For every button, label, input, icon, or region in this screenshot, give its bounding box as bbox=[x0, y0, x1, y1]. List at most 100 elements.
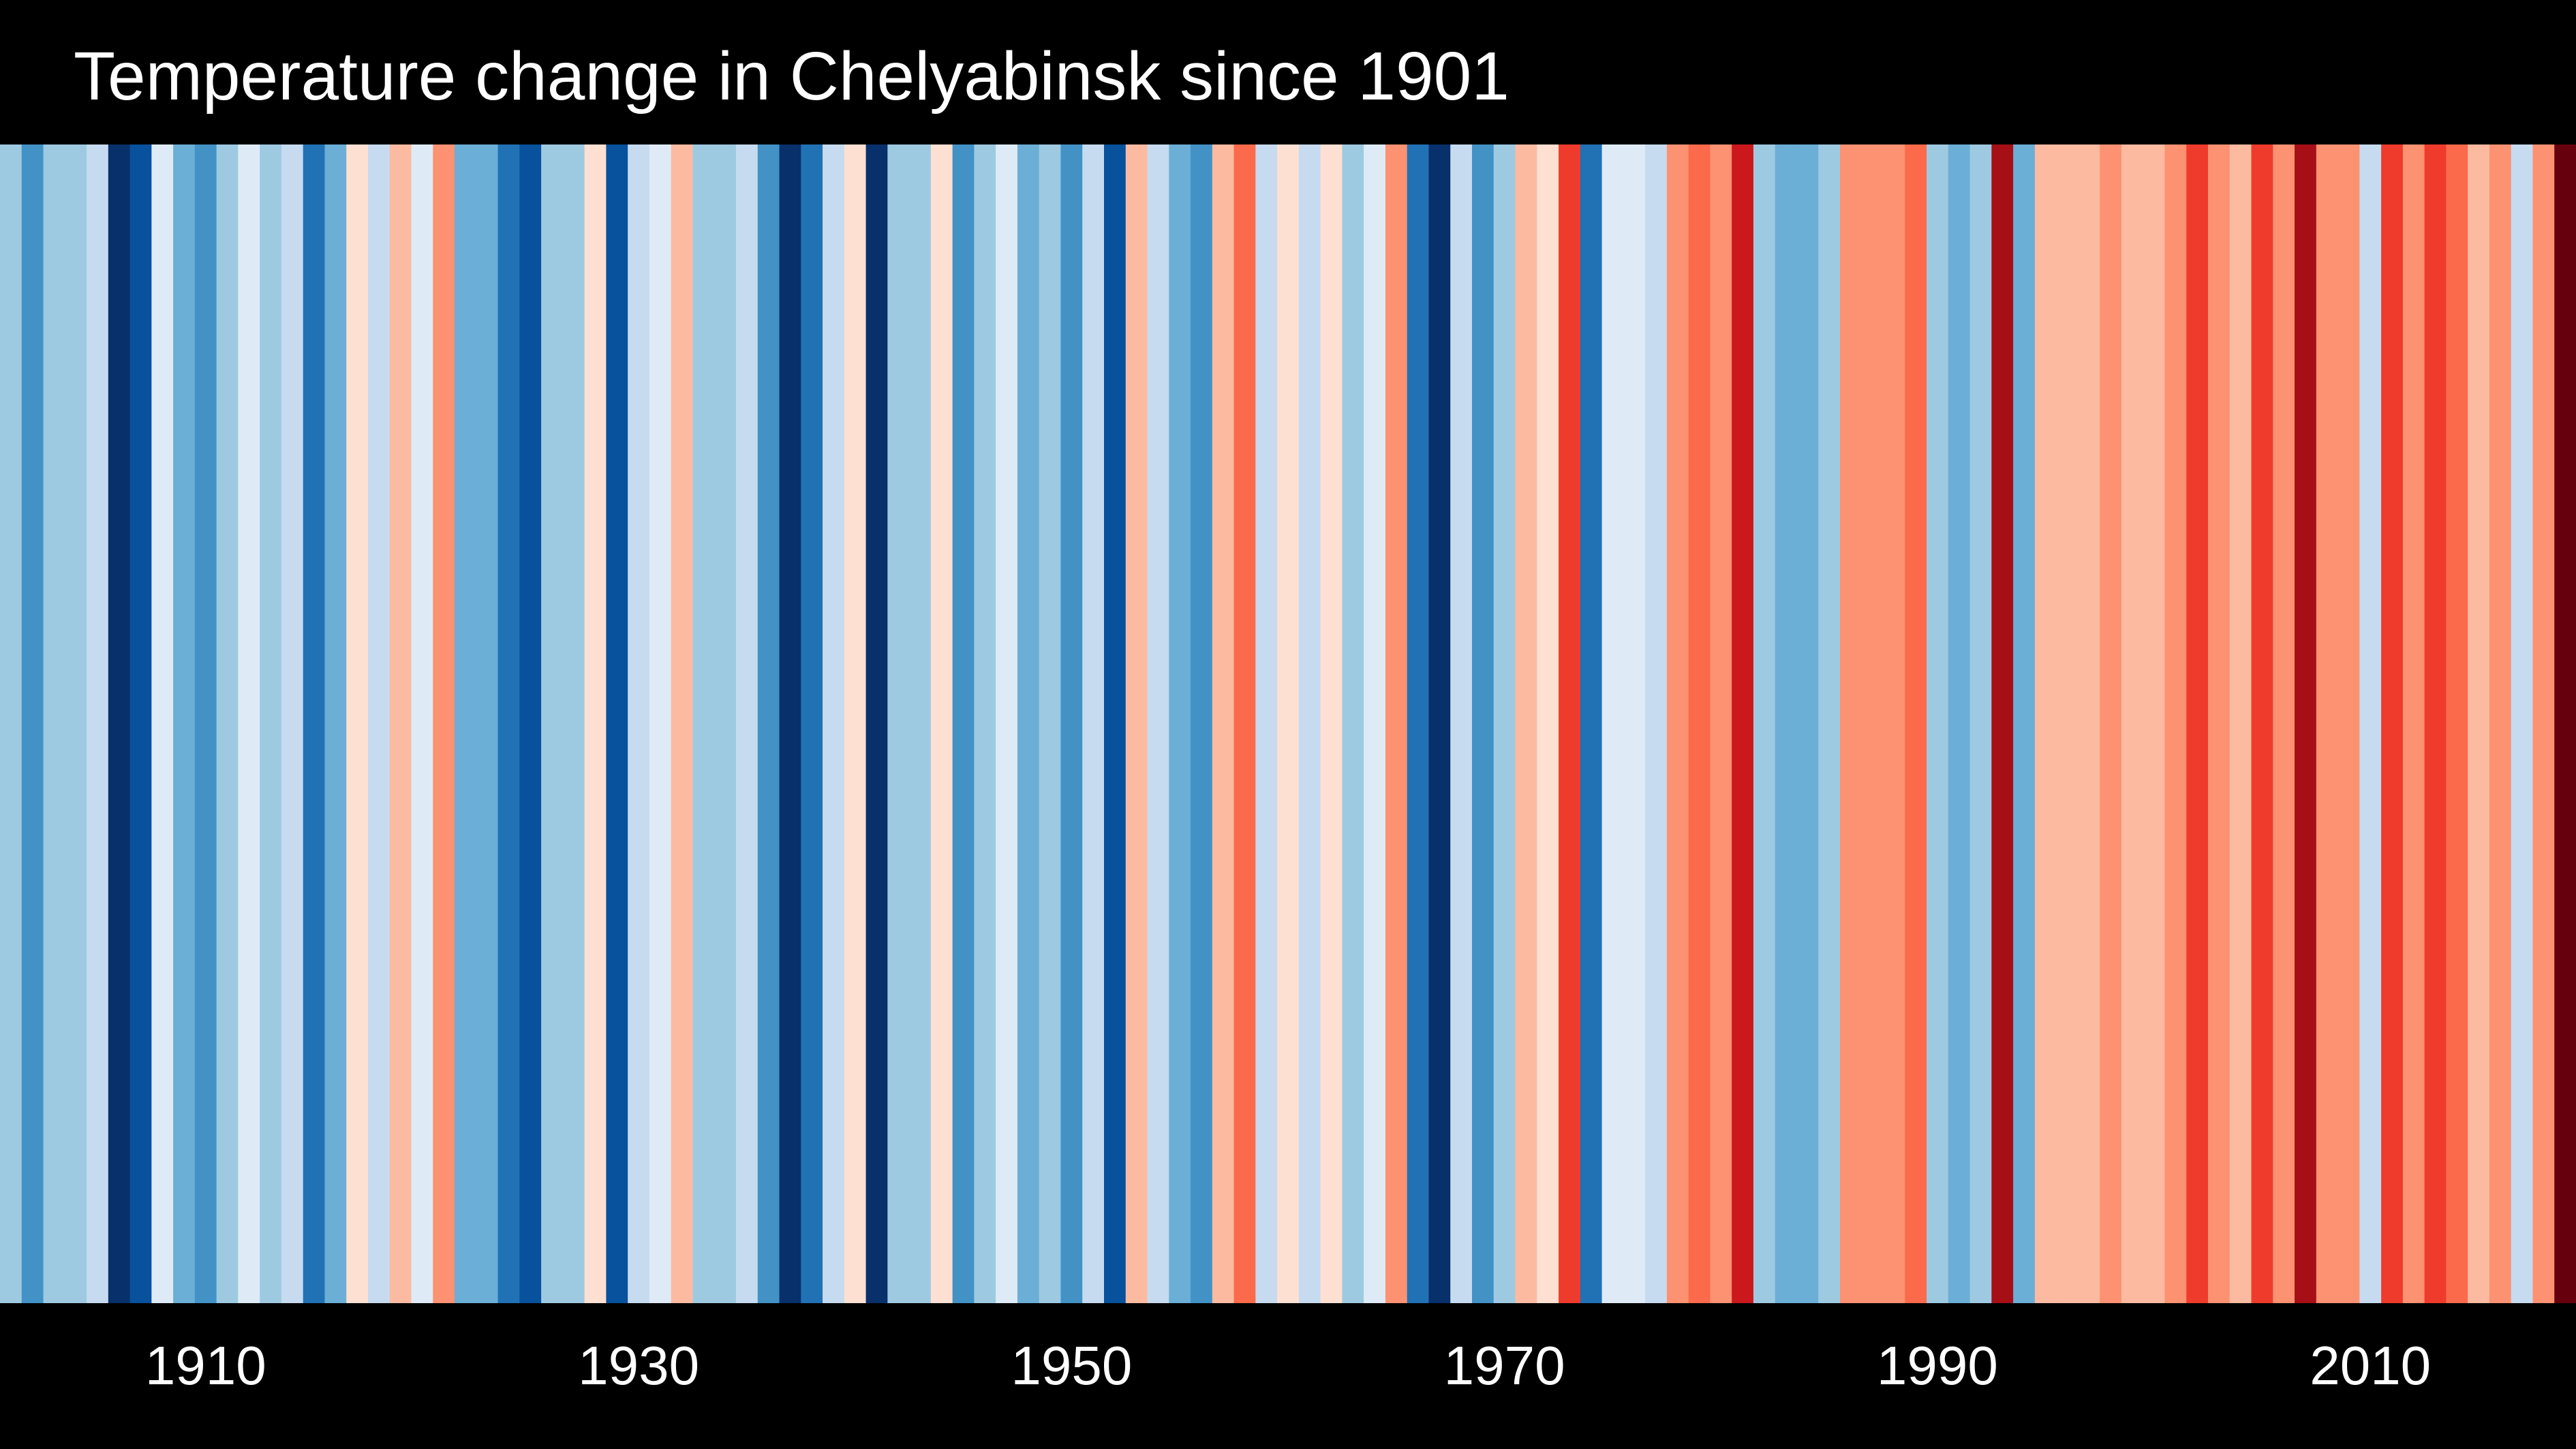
stripe-1981 bbox=[1732, 144, 1754, 1303]
stripe-1936 bbox=[757, 144, 780, 1303]
stripe-2006 bbox=[2273, 144, 2295, 1303]
stripe-1922 bbox=[455, 144, 477, 1303]
stripe-1952 bbox=[1104, 144, 1126, 1303]
stripe-1993 bbox=[1991, 144, 2014, 1303]
stripe-1982 bbox=[1753, 144, 1776, 1303]
stripe-2013 bbox=[2424, 144, 2447, 1303]
stripe-1953 bbox=[1125, 144, 1148, 1303]
stripe-2019 bbox=[2554, 144, 2576, 1303]
stripe-1956 bbox=[1191, 144, 1213, 1303]
stripe-1944 bbox=[930, 144, 953, 1303]
stripe-1968 bbox=[1450, 144, 1473, 1303]
stripe-1965 bbox=[1385, 144, 1408, 1303]
stripe-1916 bbox=[324, 144, 347, 1303]
stripe-1927 bbox=[562, 144, 585, 1303]
stripe-1954 bbox=[1147, 144, 1169, 1303]
stripe-1987 bbox=[1861, 144, 1884, 1303]
chart-title: Temperature change in Chelyabinsk since … bbox=[74, 38, 1509, 115]
stripe-1967 bbox=[1428, 144, 1451, 1303]
stripe-1971 bbox=[1515, 144, 1537, 1303]
stripe-1937 bbox=[779, 144, 801, 1303]
stripe-2005 bbox=[2251, 144, 2273, 1303]
stripe-1975 bbox=[1601, 144, 1624, 1303]
stripe-1914 bbox=[281, 144, 304, 1303]
stripe-1903 bbox=[43, 144, 65, 1303]
stripe-1966 bbox=[1407, 144, 1430, 1303]
stripe-1913 bbox=[260, 144, 282, 1303]
stripe-1943 bbox=[909, 144, 932, 1303]
stripe-1901 bbox=[0, 144, 22, 1303]
stripe-2004 bbox=[2229, 144, 2252, 1303]
stripe-1948 bbox=[1017, 144, 1040, 1303]
stripe-1976 bbox=[1623, 144, 1646, 1303]
stripe-1957 bbox=[1212, 144, 1235, 1303]
stripe-1917 bbox=[346, 144, 369, 1303]
stripe-1915 bbox=[303, 144, 326, 1303]
x-tick-label: 1930 bbox=[578, 1335, 700, 1396]
stripe-2007 bbox=[2295, 144, 2317, 1303]
stripe-1990 bbox=[1927, 144, 1949, 1303]
stripe-1984 bbox=[1796, 144, 1819, 1303]
stripe-1918 bbox=[368, 144, 390, 1303]
stripe-2012 bbox=[2402, 144, 2425, 1303]
stripe-1926 bbox=[541, 144, 564, 1303]
stripe-1945 bbox=[952, 144, 975, 1303]
stripe-1930 bbox=[628, 144, 650, 1303]
stripe-1991 bbox=[1948, 144, 1971, 1303]
stripe-1921 bbox=[433, 144, 455, 1303]
stripe-1940 bbox=[844, 144, 867, 1303]
stripe-1929 bbox=[606, 144, 628, 1303]
stripe-1908 bbox=[151, 144, 174, 1303]
stripe-1977 bbox=[1645, 144, 1668, 1303]
stripe-1932 bbox=[671, 144, 694, 1303]
stripe-1949 bbox=[1039, 144, 1062, 1303]
warming-stripes bbox=[0, 144, 2576, 1303]
stripe-1934 bbox=[714, 144, 737, 1303]
stripe-2002 bbox=[2186, 144, 2209, 1303]
stripe-1950 bbox=[1060, 144, 1083, 1303]
x-tick-label: 1910 bbox=[144, 1335, 266, 1396]
stripe-2015 bbox=[2468, 144, 2490, 1303]
stripe-1911 bbox=[216, 144, 239, 1303]
stripe-2000 bbox=[2143, 144, 2166, 1303]
x-tick-label: 1990 bbox=[1876, 1335, 1998, 1396]
stripe-1924 bbox=[497, 144, 520, 1303]
x-tick-label: 1950 bbox=[1011, 1335, 1133, 1396]
stripe-1988 bbox=[1883, 144, 1905, 1303]
stripe-1928 bbox=[584, 144, 607, 1303]
stripe-1938 bbox=[801, 144, 823, 1303]
stripe-1996 bbox=[2056, 144, 2079, 1303]
stripe-1923 bbox=[476, 144, 499, 1303]
stripe-1978 bbox=[1666, 144, 1689, 1303]
stripe-1939 bbox=[823, 144, 845, 1303]
stripe-1925 bbox=[519, 144, 542, 1303]
stripe-2018 bbox=[2532, 144, 2555, 1303]
x-tick-label: 2010 bbox=[2310, 1335, 2432, 1396]
stripe-1980 bbox=[1710, 144, 1732, 1303]
stripe-1992 bbox=[1969, 144, 1992, 1303]
stripe-1907 bbox=[129, 144, 152, 1303]
stripe-1979 bbox=[1688, 144, 1711, 1303]
stripe-2003 bbox=[2208, 144, 2230, 1303]
x-tick-label: 1970 bbox=[1443, 1335, 1565, 1396]
stripe-1983 bbox=[1775, 144, 1798, 1303]
stripe-1998 bbox=[2100, 144, 2122, 1303]
stripe-1946 bbox=[974, 144, 996, 1303]
stripe-1969 bbox=[1472, 144, 1494, 1303]
stripe-1994 bbox=[2013, 144, 2036, 1303]
stripe-2001 bbox=[2164, 144, 2187, 1303]
stripe-1942 bbox=[887, 144, 910, 1303]
stripe-1906 bbox=[108, 144, 131, 1303]
stripe-1910 bbox=[194, 144, 217, 1303]
stripe-1958 bbox=[1233, 144, 1256, 1303]
stripe-1912 bbox=[238, 144, 260, 1303]
stripe-1972 bbox=[1537, 144, 1559, 1303]
stripe-1951 bbox=[1082, 144, 1105, 1303]
stripe-1919 bbox=[389, 144, 412, 1303]
stripe-1985 bbox=[1818, 144, 1841, 1303]
stripe-1933 bbox=[692, 144, 715, 1303]
stripe-1902 bbox=[21, 144, 44, 1303]
stripe-1999 bbox=[2121, 144, 2144, 1303]
stripe-1974 bbox=[1580, 144, 1603, 1303]
stripe-1962 bbox=[1320, 144, 1343, 1303]
